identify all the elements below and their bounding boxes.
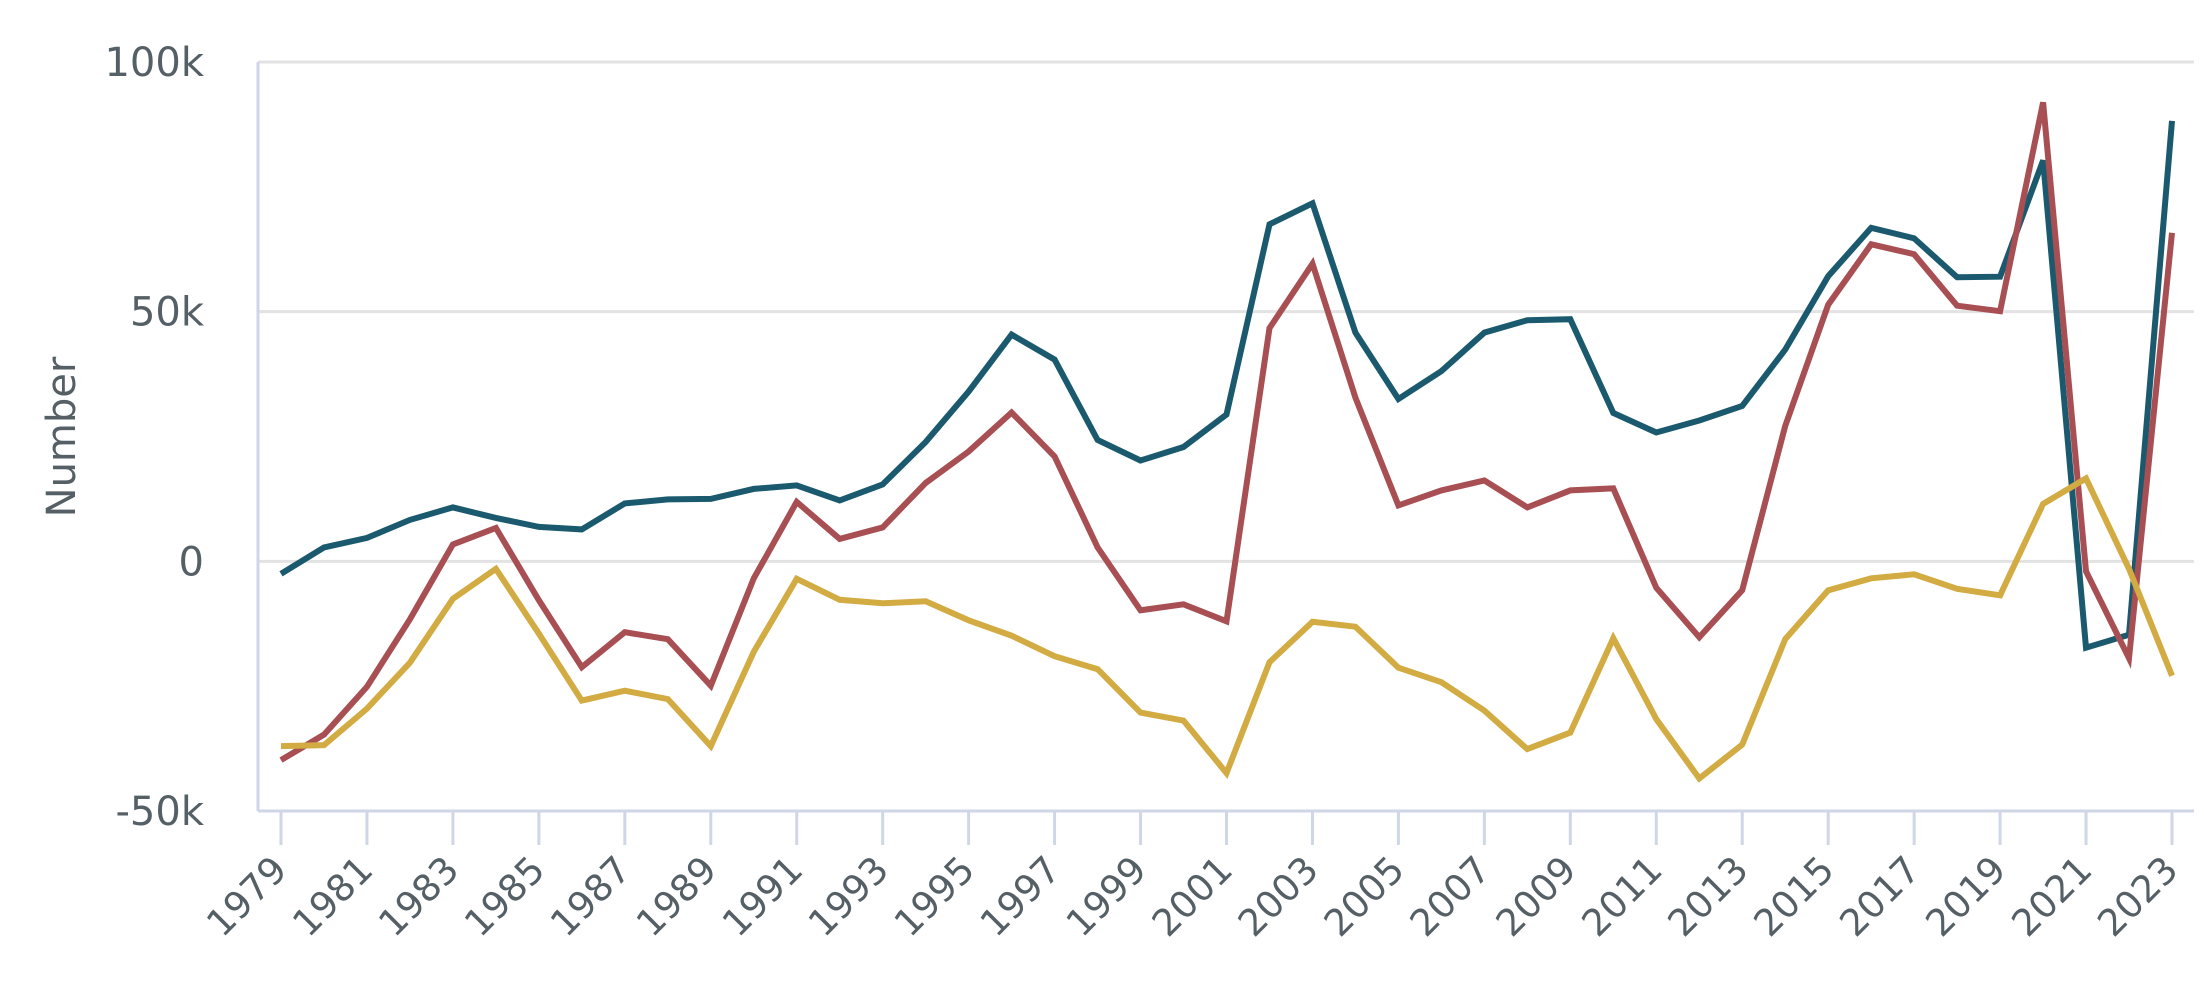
grid-lines (258, 60, 2194, 563)
y-tick-label: 50k (130, 290, 205, 336)
x-tick-label: 1993 (800, 848, 897, 945)
series-line-3 (280, 474, 2175, 783)
x-tick-label: 2023 (2089, 848, 2186, 945)
x-tick-label: 2019 (1917, 848, 2014, 945)
x-tick-label: 1997 (972, 848, 1069, 945)
x-tick-label: 2009 (1488, 848, 1585, 945)
series-lines (279, 101, 2175, 783)
y-tick-labels: 100k 50k 0 -50k (104, 40, 204, 835)
x-tick-label: 1981 (284, 848, 381, 945)
x-tick-label: 1989 (628, 848, 725, 945)
x-tick-label: 1983 (370, 848, 467, 945)
series-line-2 (279, 101, 2175, 763)
x-tick-label: 1995 (886, 848, 983, 945)
x-tick-label: 1999 (1058, 848, 1155, 945)
y-tick-label: -50k (116, 789, 205, 835)
y-tick-label: 100k (104, 40, 204, 86)
x-tick-label: 2003 (1230, 848, 1327, 945)
x-tick-label: 2005 (1316, 848, 1413, 945)
x-tick-label: 1991 (714, 848, 811, 945)
axes (256, 62, 2194, 845)
y-tick-label: 0 (179, 539, 204, 585)
x-tick-label: 2021 (2003, 848, 2100, 945)
series-line-1 (279, 120, 2175, 652)
x-tick-label: 2007 (1402, 848, 1499, 945)
x-tick-label: 1985 (456, 848, 553, 945)
x-tick-label: 2017 (1832, 848, 1929, 945)
x-tick-label: 1987 (542, 848, 639, 945)
x-tick-label: 1979 (198, 848, 295, 945)
x-tick-label: 2015 (1746, 848, 1843, 945)
y-axis-label: Number (39, 356, 85, 517)
x-tick-label: 2001 (1144, 848, 1241, 945)
x-tick-label: 2011 (1574, 848, 1671, 945)
x-tick-label: 2013 (1660, 848, 1757, 945)
x-tick-labels: 1979198119831985198719891991199319951997… (198, 848, 2186, 945)
